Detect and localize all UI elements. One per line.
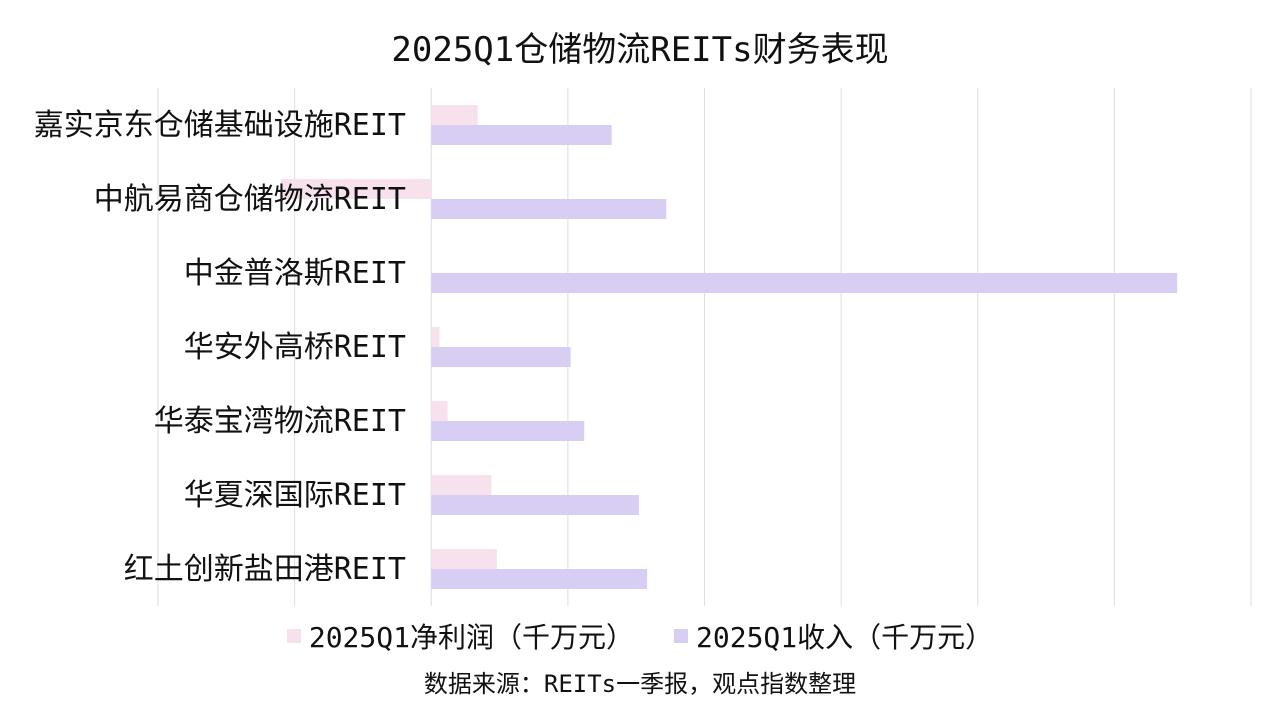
bar-revenue — [431, 347, 571, 367]
bar-net-profit — [431, 327, 440, 347]
chart-title: 2025Q1仓储物流REITs财务表现 — [391, 30, 889, 70]
legend: 2025Q1净利润（千万元） 2025Q1收入（千万元） — [0, 616, 1280, 656]
bar-net-profit — [280, 179, 432, 199]
legend-swatch-revenue — [674, 629, 688, 643]
legend-swatch-profit — [286, 629, 301, 643]
bar-revenue — [431, 421, 585, 441]
source-note: 数据来源：REITs一季报，观点指数整理 — [423, 670, 857, 698]
category-label: 华泰宝湾物流REIT — [154, 404, 406, 439]
category-label: 中金普洛斯REIT — [184, 256, 406, 291]
legend-label-revenue: 2025Q1收入（千万元） — [696, 621, 994, 654]
bar-net-profit — [431, 401, 448, 421]
bar-revenue — [431, 569, 648, 589]
category-label: 中航易商仓储物流REIT — [94, 182, 406, 217]
category-label: 华安外高桥REIT — [184, 330, 406, 365]
category-label: 嘉实京东仓储基础设施REIT — [34, 108, 406, 143]
category-label: 红土创新盐田港REIT — [124, 552, 406, 587]
category-labels: 嘉实京东仓储基础设施REIT 中航易商仓储物流REIT 中金普洛斯REIT 华安外高桥… — [34, 108, 406, 587]
legend-item-profit: 2025Q1净利润（千万元） — [286, 616, 634, 656]
legend-item-revenue: 2025Q1收入（千万元） — [674, 616, 993, 656]
bar-revenue — [431, 273, 1178, 293]
bar-revenue — [431, 125, 612, 145]
bar-net-profit — [431, 475, 492, 495]
category-label: 华夏深国际REIT — [184, 478, 406, 513]
bars — [280, 105, 1178, 589]
legend-label-profit: 2025Q1净利润（千万元） — [308, 621, 634, 654]
bar-net-profit — [431, 549, 497, 569]
bar-revenue — [431, 495, 639, 515]
bar-revenue — [431, 199, 667, 219]
bar-net-profit — [431, 105, 478, 125]
